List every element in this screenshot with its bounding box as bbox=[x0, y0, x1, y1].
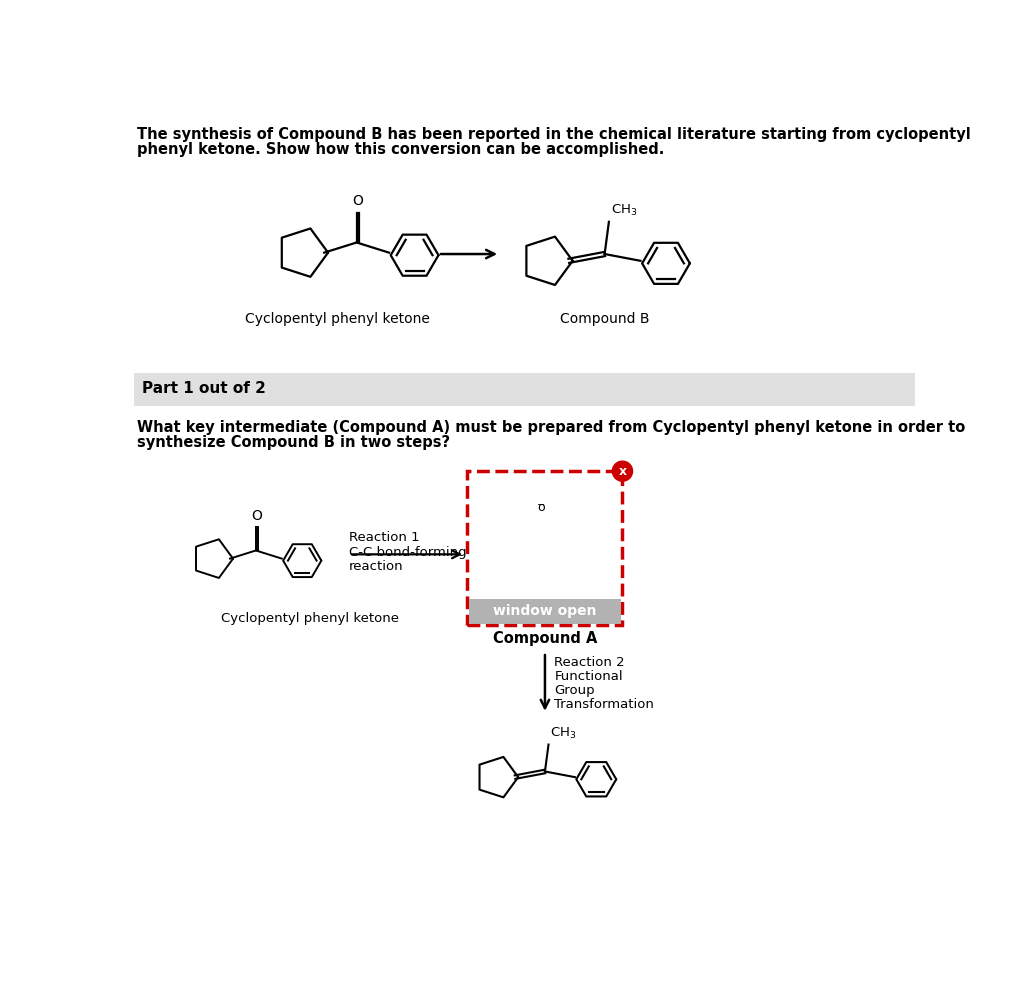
Text: Functional: Functional bbox=[554, 670, 623, 683]
Text: Reaction 1: Reaction 1 bbox=[349, 531, 420, 545]
Text: O: O bbox=[251, 509, 262, 523]
Text: CH$_3$: CH$_3$ bbox=[610, 203, 637, 218]
Text: Compound A: Compound A bbox=[493, 631, 597, 646]
Bar bbox=[467, 471, 623, 625]
Text: Reaction 2: Reaction 2 bbox=[554, 656, 625, 669]
Text: O: O bbox=[352, 194, 362, 208]
Text: −: − bbox=[537, 500, 545, 510]
Text: Cyclopentyl phenyl ketone: Cyclopentyl phenyl ketone bbox=[221, 612, 399, 625]
Text: C-C bond-forming: C-C bond-forming bbox=[349, 546, 467, 559]
Bar bbox=[134, 374, 915, 406]
Text: reaction: reaction bbox=[349, 561, 403, 574]
Text: CH$_3$: CH$_3$ bbox=[550, 726, 577, 741]
Text: x: x bbox=[618, 464, 627, 478]
Circle shape bbox=[612, 461, 633, 481]
Text: Group: Group bbox=[554, 684, 595, 697]
Text: phenyl ketone. Show how this conversion can be accomplished.: phenyl ketone. Show how this conversion … bbox=[137, 142, 665, 157]
Text: Part 1 out of 2: Part 1 out of 2 bbox=[142, 381, 266, 396]
Text: window open: window open bbox=[494, 604, 597, 618]
Text: synthesize Compound B in two steps?: synthesize Compound B in two steps? bbox=[137, 435, 451, 450]
Text: What key intermediate (Compound A) must be prepared from Cyclopentyl phenyl keto: What key intermediate (Compound A) must … bbox=[137, 419, 966, 434]
Text: The synthesis of Compound B has been reported in the chemical literature startin: The synthesis of Compound B has been rep… bbox=[137, 127, 971, 142]
Text: Compound B: Compound B bbox=[560, 312, 649, 326]
Bar bbox=[469, 599, 621, 623]
Text: Cyclopentyl phenyl ketone: Cyclopentyl phenyl ketone bbox=[245, 312, 430, 326]
Text: o: o bbox=[538, 501, 545, 514]
Text: Transformation: Transformation bbox=[554, 698, 654, 711]
